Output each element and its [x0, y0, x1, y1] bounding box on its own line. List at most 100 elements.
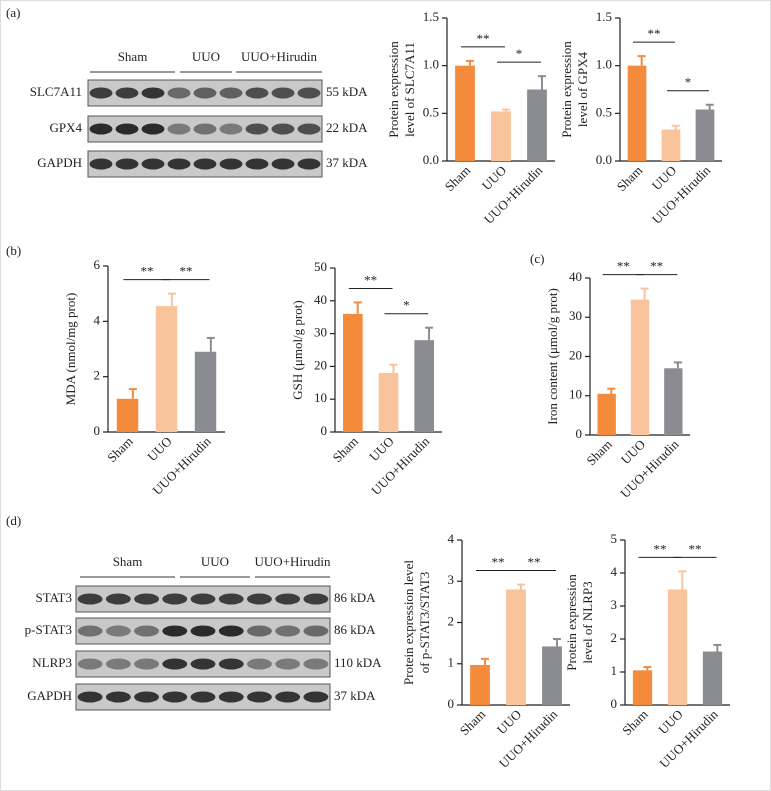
blot-band [105, 658, 131, 670]
blot-band [275, 658, 301, 670]
y-tick-label: 0.0 [423, 152, 439, 167]
y-axis-label: MDA (nmol/mg prot) [63, 293, 78, 406]
y-tick-label: 40 [314, 292, 327, 307]
blot-band [190, 593, 216, 605]
blot-band [218, 593, 244, 605]
panel-label: (a) [6, 5, 20, 20]
blot-row-label: NLRP3 [32, 655, 72, 670]
y-axis-label: level of NLRP3 [580, 581, 595, 663]
blot-group-label: UUO+Hirudin [241, 49, 317, 64]
blot-band [190, 691, 216, 703]
y-tick-label: 40 [569, 269, 582, 284]
bar [630, 299, 650, 435]
significance-label: ** [617, 259, 630, 274]
y-tick-label: 2 [94, 368, 101, 383]
y-tick-label: 1 [448, 655, 455, 670]
y-tick-label: 20 [569, 347, 582, 362]
y-axis-label: Protein expression [559, 41, 574, 138]
blot-band [271, 87, 295, 99]
y-tick-label: 2 [611, 630, 618, 645]
blot-row-label: GAPDH [37, 155, 82, 170]
blot-row-label: GAPDH [27, 688, 72, 703]
blot-band [297, 87, 321, 99]
blot-row-label: SLC7A11 [30, 84, 82, 99]
bar [343, 313, 363, 432]
y-tick-label: 0 [94, 423, 101, 438]
y-tick-label: 0.5 [423, 104, 439, 119]
bar [632, 670, 653, 705]
y-tick-label: 0 [321, 423, 328, 438]
y-tick-label: 30 [314, 325, 327, 340]
y-tick-label: 3 [448, 572, 455, 587]
blot-band [275, 691, 301, 703]
bar [667, 589, 688, 705]
blot-size-label: 86 kDA [334, 590, 376, 605]
blot-band [141, 87, 165, 99]
y-axis-label: of p-STAT3/STAT3 [417, 572, 432, 674]
blot-band [303, 593, 329, 605]
blot-band [245, 87, 269, 99]
bar [470, 664, 490, 705]
y-tick-label: 3 [611, 597, 618, 612]
blot-group-label: Sham [118, 49, 148, 64]
significance-label: ** [492, 555, 505, 570]
y-tick-label: 4 [94, 312, 101, 327]
y-axis-label: Protein expression [386, 41, 401, 138]
blot-band [162, 625, 188, 637]
blot-band [218, 691, 244, 703]
blot-band [77, 625, 103, 637]
y-tick-label: 6 [94, 257, 101, 272]
blot-band [303, 658, 329, 670]
blot-size-label: 110 kDA [334, 655, 382, 670]
significance-label: ** [477, 31, 490, 46]
bar [155, 306, 178, 432]
y-tick-label: 1 [611, 663, 618, 678]
blot-band [193, 123, 217, 135]
significance-label: ** [654, 541, 667, 556]
bar [597, 393, 616, 435]
bar [702, 651, 723, 705]
blot-row-label: p-STAT3 [25, 622, 72, 637]
bar [627, 65, 647, 161]
blot-size-label: 86 kDA [334, 622, 376, 637]
blot-size-label: 37 kDA [326, 155, 368, 170]
blot-band [134, 593, 159, 605]
y-tick-label: 4 [611, 564, 618, 579]
y-tick-label: 20 [314, 357, 327, 372]
blot-band [193, 158, 217, 170]
significance-label: * [516, 46, 523, 61]
blot-band [193, 87, 217, 99]
blot-band [271, 123, 295, 135]
y-axis-label: level of SLC7A11 [402, 42, 417, 137]
y-axis-label: GSH (μmol/g prot) [290, 300, 305, 399]
blot-band [167, 123, 191, 135]
blot-row-label: GPX4 [49, 120, 82, 135]
bar [695, 109, 715, 161]
y-tick-label: 10 [314, 390, 327, 405]
bar [378, 372, 399, 432]
blot-band [245, 123, 269, 135]
blot-band [219, 87, 243, 99]
blot-band [247, 593, 272, 605]
blot-band [219, 123, 243, 135]
blot-band [134, 625, 159, 637]
significance-label: ** [650, 259, 663, 274]
y-axis-label: level of GPX4 [575, 51, 590, 127]
blot-band [134, 691, 159, 703]
significance-label: ** [364, 272, 377, 287]
blot-band [162, 593, 188, 605]
blot-band [247, 691, 272, 703]
blot-size-label: 37 kDA [334, 688, 376, 703]
bar [194, 351, 217, 432]
y-tick-label: 1.5 [423, 9, 439, 24]
significance-label: * [403, 298, 410, 313]
y-tick-label: 0 [611, 696, 618, 711]
blot-band [105, 625, 131, 637]
blot-band [271, 158, 295, 170]
blot-band [167, 87, 191, 99]
significance-label: ** [528, 555, 541, 570]
blot-band [77, 593, 103, 605]
blot-band [115, 87, 139, 99]
blot-band [89, 87, 113, 99]
